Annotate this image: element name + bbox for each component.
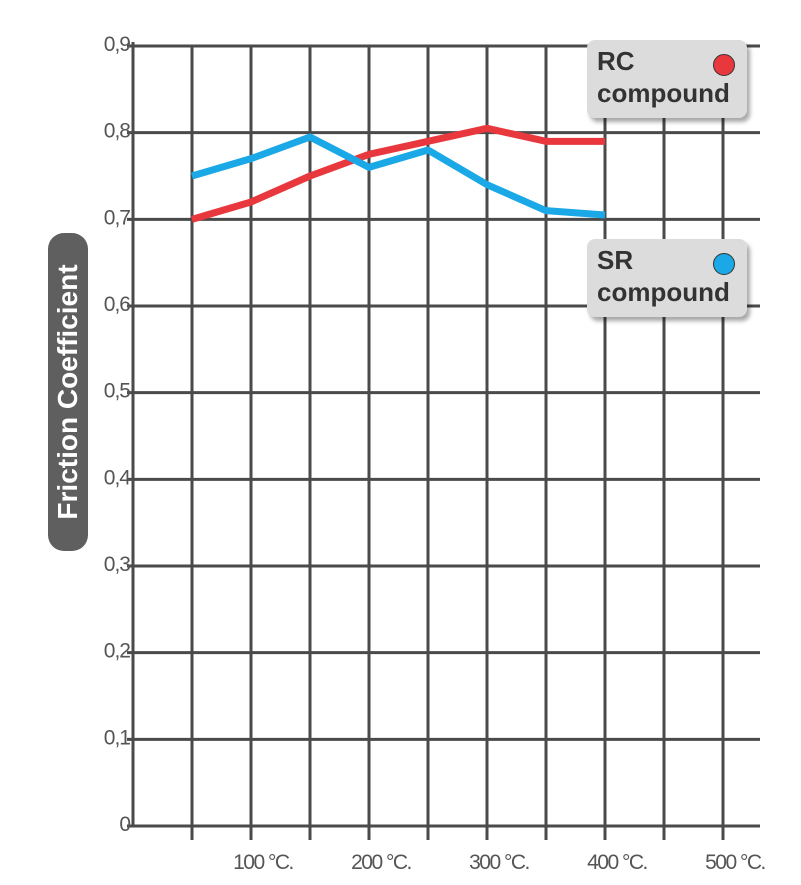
- y-tick-labels: 0 0,1 0,2 0,3 0,4 0,5 0,6 0,7 0,8 0,9: [104, 33, 133, 836]
- legend-name: SR: [597, 245, 634, 275]
- y-tick-label: 0,2: [104, 640, 131, 663]
- y-tick-label: 0,4: [104, 466, 132, 489]
- y-tick-label: 0,8: [104, 120, 131, 143]
- x-tick-label: 300 °C.: [469, 851, 529, 874]
- x-tick-labels: 100 °C. 200 °C. 300 °C. 400 °C. 500 °C.: [233, 851, 766, 874]
- legend-sub: compound: [597, 78, 730, 108]
- y-tick-label: 0,1: [104, 726, 131, 749]
- grid: [127, 42, 760, 840]
- series-lines: [191, 124, 606, 223]
- legend-entry-rc: RC compound: [587, 40, 747, 118]
- legend-name: RC: [597, 46, 635, 76]
- x-tick-label: 200 °C.: [351, 851, 411, 874]
- legend-dot-blue: [713, 253, 735, 275]
- y-tick-label: 0: [119, 813, 130, 836]
- y-tick-label: 0,5: [104, 380, 131, 403]
- series-line-rc: [191, 124, 605, 223]
- y-tick-label: 0,9: [104, 33, 131, 56]
- y-axis-label: Friction Coefficient: [52, 264, 83, 520]
- x-tick-label: 100 °C.: [233, 851, 293, 874]
- series-line-sr: [191, 133, 606, 219]
- y-axis-label-badge: [48, 233, 88, 551]
- legend-dot-red: [713, 54, 735, 76]
- legend-sub: compound: [597, 277, 730, 307]
- x-tick-label: 400 °C.: [587, 851, 647, 874]
- y-tick-label: 0,6: [104, 293, 131, 316]
- x-tick-label: 500 °C.: [705, 851, 765, 874]
- legend-entry-sr: SR compound: [587, 239, 747, 317]
- y-tick-label: 0,3: [104, 553, 131, 576]
- y-tick-label: 0,7: [104, 206, 131, 229]
